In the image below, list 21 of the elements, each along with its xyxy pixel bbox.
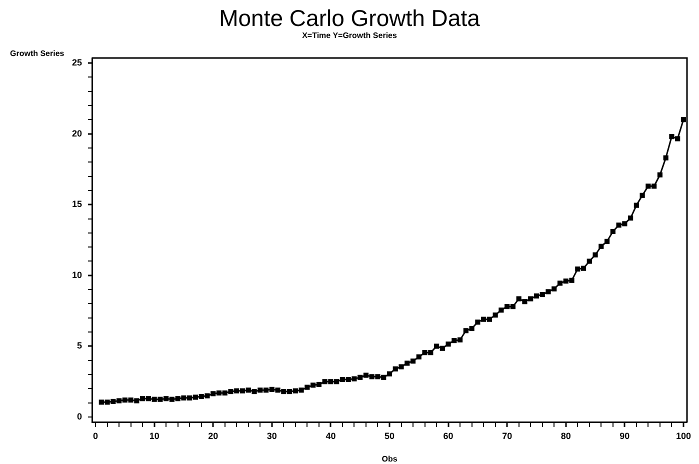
y-tick-label: 5 <box>76 340 82 351</box>
y-tick-label: 20 <box>72 128 82 138</box>
chart-title: Monte Carlo Growth Data <box>219 5 480 31</box>
y-tick-label: 15 <box>72 199 82 210</box>
x-tick-label: 30 <box>266 430 277 441</box>
x-tick-label: 50 <box>384 430 395 441</box>
x-tick-label: 10 <box>149 430 160 441</box>
y-tick-label: 0 <box>76 412 82 422</box>
y-axis-title: Growth Series <box>10 49 65 58</box>
x-tick-label: 60 <box>443 430 454 441</box>
x-tick-label: 90 <box>620 430 630 441</box>
x-tick-label: 0 <box>93 430 98 441</box>
x-tick-label: 70 <box>502 430 512 441</box>
x-tick-label: 20 <box>208 430 218 441</box>
x-tick-label: 80 <box>560 430 571 441</box>
x-tick-label: 40 <box>326 430 336 441</box>
x-axis-title: Obs <box>382 454 398 464</box>
chart-subtitle: X=Time Y=Growth Series <box>302 31 398 40</box>
x-tick-label: 100 <box>676 430 691 441</box>
y-tick-label: 25 <box>72 57 82 68</box>
y-tick-label: 10 <box>72 270 82 280</box>
